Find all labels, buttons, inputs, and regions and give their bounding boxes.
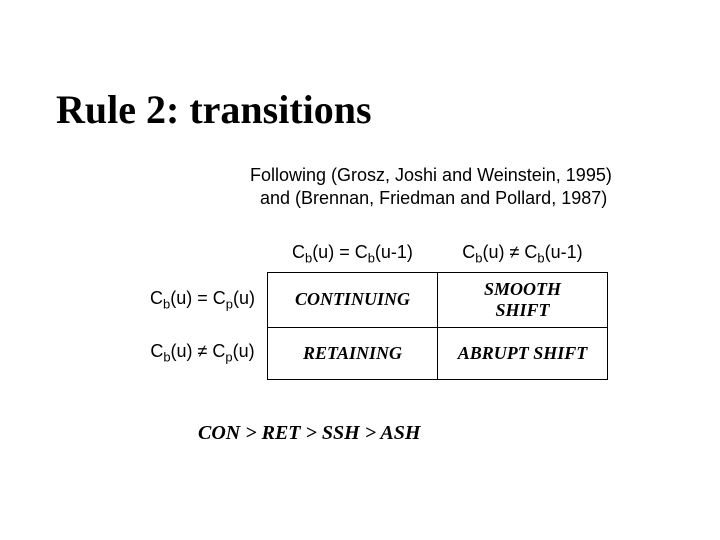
sub: b <box>475 251 482 266</box>
txt: (u-1) <box>545 242 583 262</box>
txt: (u) <box>233 288 255 308</box>
sub: p <box>225 350 232 365</box>
row-header-2: Cb(u) ≠ Cp(u) <box>140 327 267 379</box>
txt: SHIFT <box>495 300 549 320</box>
table-corner <box>140 236 267 272</box>
txt: C <box>150 341 163 361</box>
txt: (u) = C <box>312 242 368 262</box>
col-header-1: Cb(u) = Cb(u-1) <box>267 236 437 272</box>
sub: b <box>537 251 544 266</box>
ordering-line: CON > RET > SSH > ASH <box>198 422 420 445</box>
txt: C <box>292 242 305 262</box>
txt: (u) ≠ C <box>483 242 538 262</box>
col-header-2: Cb(u) ≠ Cb(u-1) <box>437 236 607 272</box>
citation-line-2: and (Brennan, Friedman and Pollard, 1987… <box>260 188 607 208</box>
cell-abrupt-shift: ABRUPT SHIFT <box>437 327 607 379</box>
txt: (u) <box>233 341 255 361</box>
citation-line-1: Following (Grosz, Joshi and Weinstein, 1… <box>250 165 612 185</box>
cell-continuing: CONTINUING <box>267 272 437 327</box>
txt: (u) ≠ C <box>171 341 226 361</box>
transitions-table: Cb(u) = Cb(u-1) Cb(u) ≠ Cb(u-1) Cb(u) = … <box>140 236 608 380</box>
txt: (u-1) <box>375 242 413 262</box>
cell-retaining: RETAINING <box>267 327 437 379</box>
sub: p <box>226 296 233 311</box>
slide-title: Rule 2: transitions <box>56 86 372 133</box>
txt: C <box>462 242 475 262</box>
txt: SMOOTH <box>484 279 561 299</box>
citation-block: Following (Grosz, Joshi and Weinstein, 1… <box>250 164 612 209</box>
cell-smooth-shift: SMOOTHSHIFT <box>437 272 607 327</box>
txt: (u) = C <box>170 288 226 308</box>
row-header-1: Cb(u) = Cp(u) <box>140 272 267 327</box>
sub: b <box>368 251 375 266</box>
txt: C <box>150 288 163 308</box>
sub: b <box>163 350 170 365</box>
